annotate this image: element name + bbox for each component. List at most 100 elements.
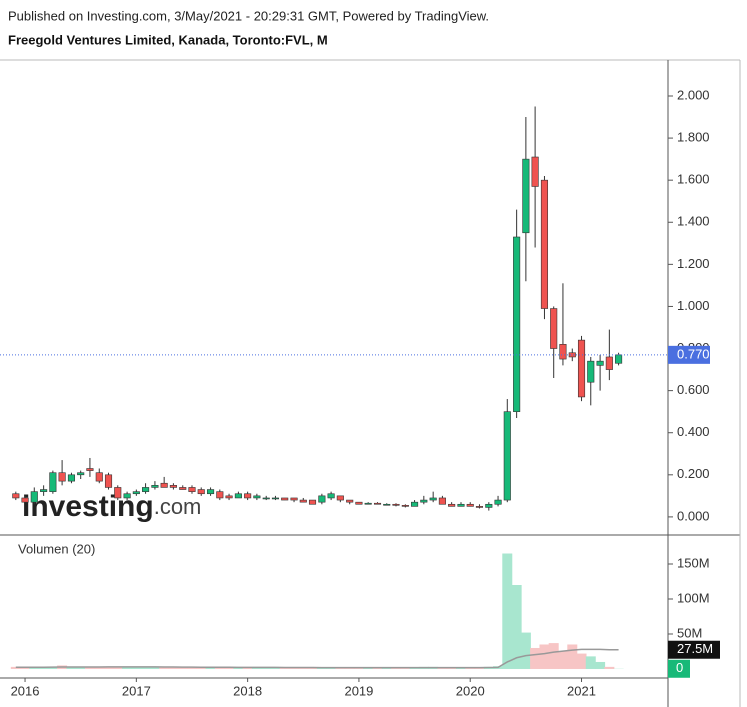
candle-body bbox=[457, 503, 465, 507]
volume-bar bbox=[75, 666, 86, 669]
volume-bar bbox=[372, 667, 383, 669]
volume-bar bbox=[251, 667, 262, 669]
candle-body bbox=[123, 493, 131, 499]
candle-body bbox=[12, 493, 20, 499]
volume-bar bbox=[214, 667, 225, 669]
candle-body bbox=[40, 489, 48, 492]
candle-body bbox=[30, 491, 38, 503]
candle-body bbox=[21, 497, 29, 503]
candle-body bbox=[207, 489, 215, 495]
candle-body bbox=[420, 499, 428, 503]
candle-body bbox=[596, 360, 604, 366]
candle-body bbox=[392, 503, 400, 506]
volume-bar bbox=[576, 653, 587, 669]
candle-body bbox=[411, 501, 419, 507]
candle-body bbox=[244, 493, 252, 499]
candle-body bbox=[466, 503, 474, 507]
header: Published on Investing.com, 3/May/2021 -… bbox=[8, 8, 489, 23]
watermark-main: investing bbox=[22, 490, 154, 523]
candle-body bbox=[346, 499, 354, 503]
candle-body bbox=[234, 493, 242, 499]
candle-body bbox=[49, 472, 57, 492]
volume-bar bbox=[511, 585, 522, 669]
volume-bar bbox=[168, 667, 179, 669]
candle-body bbox=[327, 493, 335, 499]
candle-body bbox=[67, 474, 76, 482]
candle-body bbox=[485, 503, 493, 508]
y-tick-label: 0.400 bbox=[677, 424, 710, 439]
volume-bar bbox=[140, 666, 151, 669]
candle-body bbox=[299, 499, 307, 503]
candle-body bbox=[364, 502, 372, 505]
candle-body bbox=[438, 497, 446, 505]
candle-body bbox=[290, 497, 298, 501]
candle-body bbox=[522, 158, 530, 234]
y-tick-label: 1.800 bbox=[677, 130, 710, 145]
watermark-suffix: .com bbox=[154, 494, 202, 519]
ma-label: 27.5M bbox=[677, 641, 713, 656]
volume-bar bbox=[205, 667, 216, 669]
chart-title: Freegold Ventures Limited, Kanada, Toron… bbox=[8, 32, 328, 47]
candle-body bbox=[188, 487, 196, 492]
volume-title: Volumen (20) bbox=[18, 541, 95, 556]
candle-body bbox=[401, 505, 409, 507]
volume-bar bbox=[446, 667, 457, 669]
volume-bar bbox=[159, 667, 170, 669]
volume-bar bbox=[567, 644, 578, 669]
candle-body bbox=[373, 502, 382, 505]
volume-bar bbox=[502, 553, 513, 669]
candle-body bbox=[216, 491, 224, 499]
volume-bar bbox=[224, 667, 235, 669]
candle-body bbox=[95, 472, 103, 482]
candle-body bbox=[513, 236, 521, 412]
volume-bar bbox=[270, 667, 281, 669]
volume-bar bbox=[298, 667, 309, 669]
volume-bar bbox=[548, 643, 559, 669]
volume-bar bbox=[279, 667, 290, 669]
volume-last-tag bbox=[668, 659, 690, 678]
volume-bar bbox=[196, 667, 207, 669]
volume-bar bbox=[84, 666, 95, 669]
candle-body bbox=[151, 485, 159, 488]
x-tick-label: 2017 bbox=[122, 683, 151, 698]
candle-body bbox=[568, 352, 576, 358]
candle-body bbox=[605, 356, 613, 370]
candle-body bbox=[540, 179, 549, 309]
last-price-label: 0.770 bbox=[677, 346, 710, 361]
candle-body bbox=[531, 156, 539, 187]
y-tick-label: 1.200 bbox=[677, 256, 710, 271]
candle-body bbox=[503, 411, 511, 501]
volume-bar bbox=[233, 667, 244, 669]
x-tick-label: 2020 bbox=[456, 683, 485, 698]
x-tick-label: 2019 bbox=[344, 683, 373, 698]
volume-bar bbox=[47, 666, 58, 669]
watermark: investing.com bbox=[22, 490, 201, 523]
volume-bar bbox=[29, 667, 40, 669]
volume-bar bbox=[103, 666, 114, 669]
y-tick-label: 1.000 bbox=[677, 298, 710, 313]
x-tick-label: 2018 bbox=[233, 683, 262, 698]
candle-body bbox=[383, 503, 391, 506]
volume-tick-label: 150M bbox=[677, 555, 710, 570]
volume-bar bbox=[604, 666, 615, 669]
volume-bar bbox=[122, 666, 133, 669]
y-tick-label: 1.400 bbox=[677, 214, 710, 229]
candle-body bbox=[179, 487, 187, 490]
y-tick-label: 0.600 bbox=[677, 382, 710, 397]
candle-body bbox=[475, 506, 484, 508]
y-tick-label: 0.000 bbox=[677, 508, 710, 523]
volume-tick-label: 50M bbox=[677, 625, 702, 640]
volume-bar bbox=[585, 656, 596, 669]
volume-bar bbox=[381, 667, 392, 669]
volume-bar bbox=[455, 667, 466, 669]
volume-bar bbox=[261, 667, 272, 669]
volume-bar bbox=[66, 666, 77, 669]
candle-body bbox=[318, 495, 326, 503]
candle-body bbox=[308, 499, 317, 505]
candle-body bbox=[58, 472, 66, 482]
candle-body bbox=[225, 495, 233, 499]
candle-body bbox=[132, 491, 140, 495]
volume-last-label: 0 bbox=[676, 660, 683, 675]
ma-tag bbox=[668, 640, 720, 659]
